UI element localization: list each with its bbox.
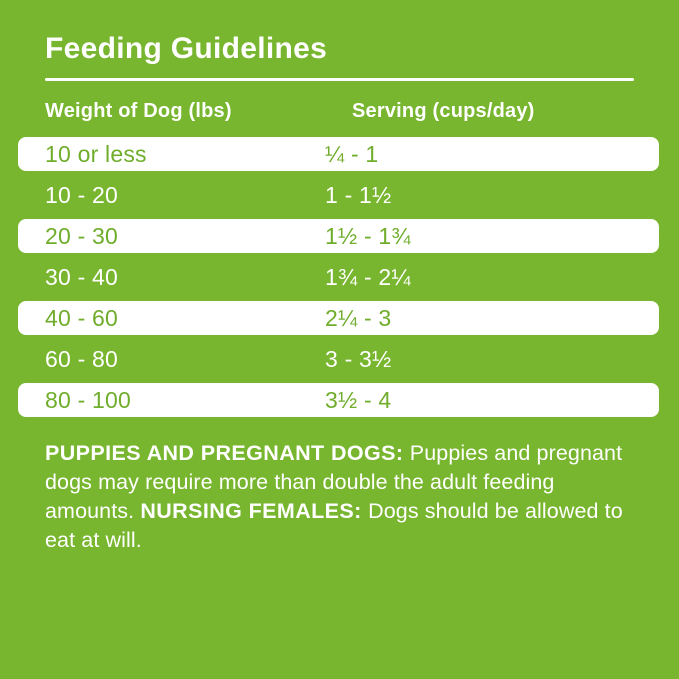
notes-nursing-text: Dogs should be allowed to eat at will. — [45, 499, 623, 552]
serving-cell: ¼ - 1 — [325, 140, 379, 167]
serving-cell: 3 - 3½ — [325, 345, 392, 372]
serving-cell: 1¾ - 2¼ — [325, 263, 411, 290]
notes-puppies-label: PUPPIES AND PREGNANT DOGS: — [45, 441, 410, 465]
weight-cell: 10 - 20 — [45, 181, 119, 208]
serving-cell: 1 - 1½ — [325, 181, 392, 208]
title-divider — [45, 78, 634, 81]
table-row: 10 or less ¼ - 1 — [18, 137, 659, 171]
table-row: 80 - 100 3½ - 4 — [18, 383, 659, 417]
feeding-notes: PUPPIES AND PREGNANT DOGS: Puppies and p… — [45, 439, 639, 555]
weight-cell: 60 - 80 — [45, 345, 119, 372]
table-header-row: Weight of Dog (lbs) Serving (cups/day) — [45, 100, 655, 123]
table-row: 20 - 30 1½ - 1¾ — [18, 219, 659, 253]
weight-cell: 10 or less — [45, 140, 147, 167]
notes-puppies-text: Puppies and pregnant dogs may require mo… — [45, 441, 623, 523]
table-row: 40 - 60 2¼ - 3 — [18, 301, 659, 335]
serving-cell: 3½ - 4 — [325, 386, 392, 413]
weight-cell: 30 - 40 — [45, 263, 119, 290]
table-row: 60 - 80 3 - 3½ — [18, 342, 659, 376]
serving-cell: 1½ - 1¾ — [325, 222, 411, 249]
notes-nursing-label: NURSING FEMALES: — [140, 499, 369, 523]
weight-cell: 20 - 30 — [45, 222, 119, 249]
weight-cell: 80 - 100 — [45, 386, 131, 413]
column-header-serving: Serving (cups/day) — [352, 100, 535, 122]
table-row: 10 - 20 1 - 1½ — [18, 178, 659, 212]
weight-cell: 40 - 60 — [45, 304, 119, 331]
table-row: 30 - 40 1¾ - 2¼ — [18, 260, 659, 294]
serving-cell: 2¼ - 3 — [325, 304, 392, 331]
page-title: Feeding Guidelines — [45, 32, 328, 65]
column-header-weight: Weight of Dog (lbs) — [45, 100, 232, 122]
feeding-table: 10 or less ¼ - 1 10 - 20 1 - 1½ 20 - 30 … — [18, 137, 659, 424]
